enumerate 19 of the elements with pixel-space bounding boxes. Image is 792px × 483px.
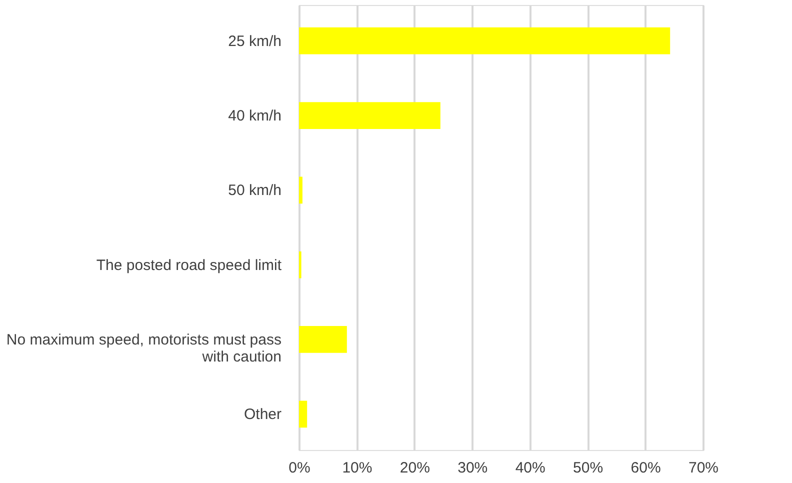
y-tick-label: 25 km/h — [228, 32, 282, 50]
x-tick-label: 20% — [400, 460, 430, 476]
x-tick-label: 70% — [688, 460, 719, 476]
y-tick-label: Other — [244, 406, 282, 424]
y-tick-label: No maximum speed, motorists must pass with caution — [6, 331, 282, 366]
y-tick-label: The posted road speed limit — [96, 256, 282, 274]
bar — [299, 102, 440, 129]
bar — [299, 27, 670, 54]
bar — [299, 176, 302, 204]
bar — [299, 400, 308, 428]
x-tick-label: 0% — [288, 460, 310, 476]
x-tick-label: 50% — [573, 460, 604, 476]
x-tick-label: 30% — [458, 460, 488, 476]
y-tick-label: 40 km/h — [228, 108, 282, 125]
x-tick-label: 40% — [515, 460, 546, 476]
x-tick-label: 60% — [630, 460, 661, 476]
y-tick-label: 50 km/h — [228, 182, 282, 200]
x-tick-label: 10% — [342, 460, 372, 476]
bar — [299, 326, 347, 353]
